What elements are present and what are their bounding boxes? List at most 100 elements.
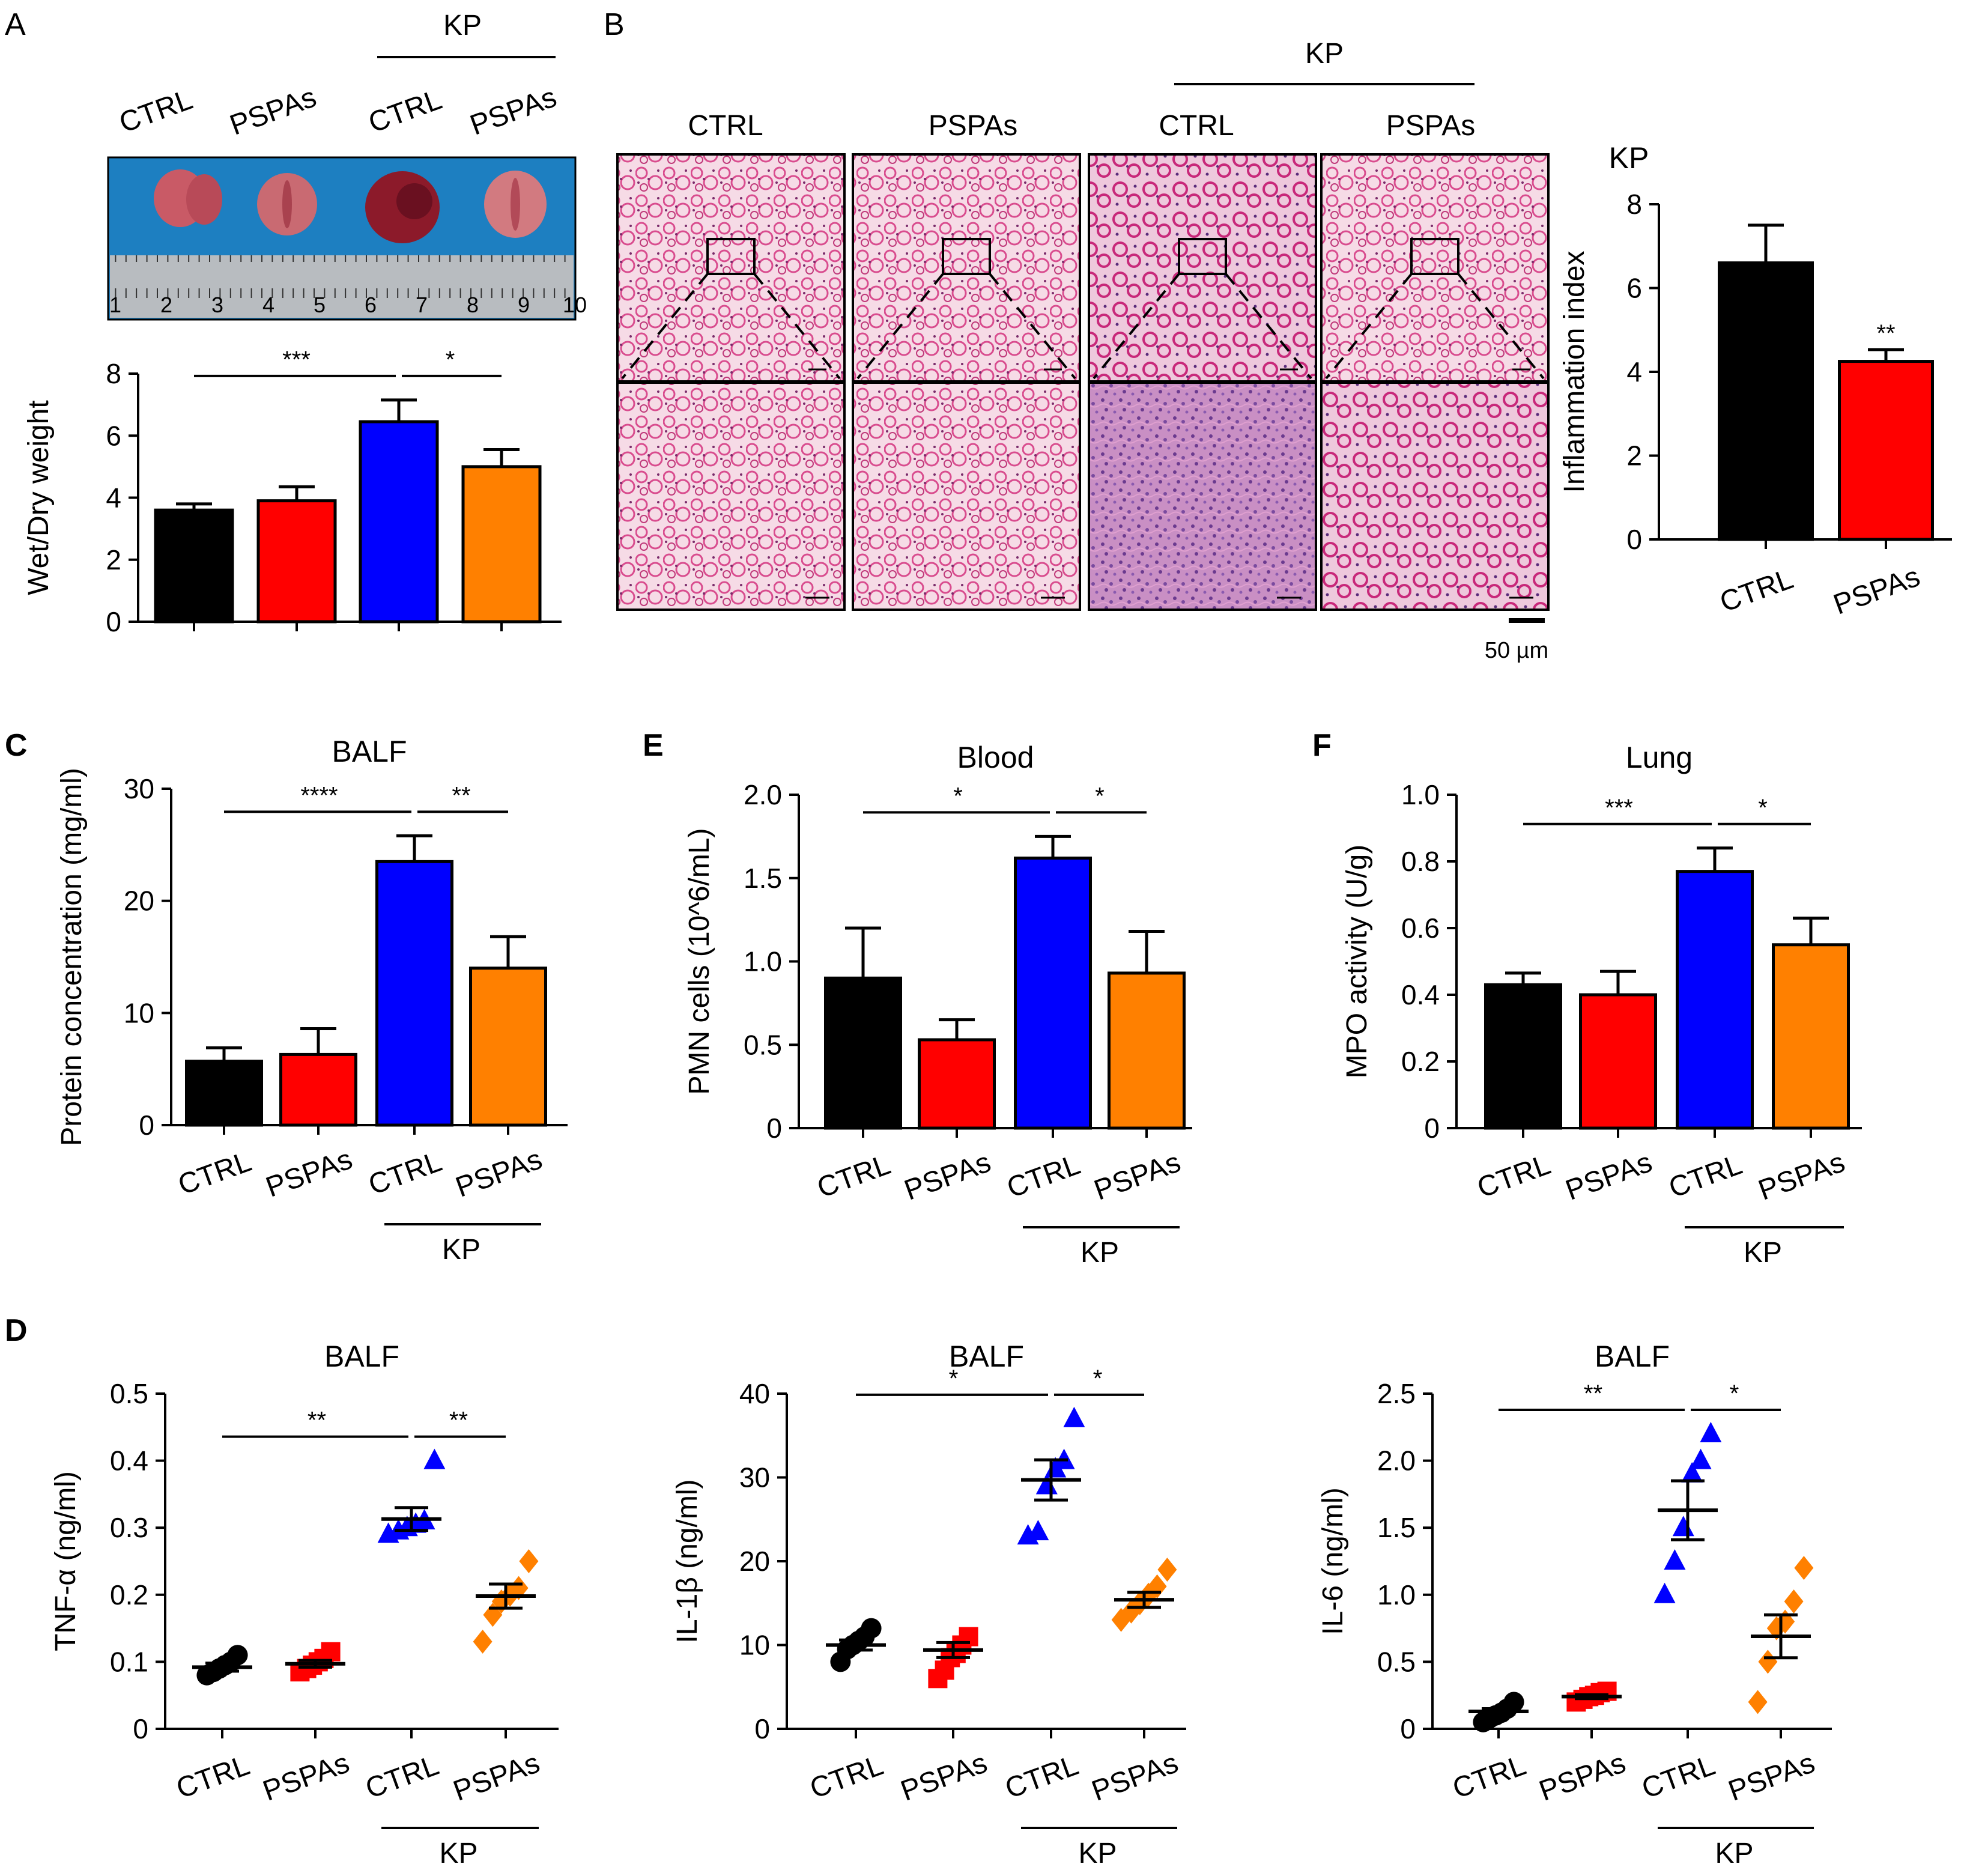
y-tick-label: 2.0 (744, 779, 782, 810)
zoom-box (706, 238, 756, 275)
zoom-line (856, 273, 944, 380)
y-tick-label: 20 (739, 1546, 770, 1577)
kp-group-label: KP (439, 1838, 477, 1869)
x-tick-label: PSPAs (1754, 1146, 1849, 1207)
y-axis-label: IL-6 (ng/ml) (1317, 1487, 1349, 1635)
y-tick-label: 8 (106, 358, 121, 389)
significance-label: **** (300, 782, 338, 809)
data-point (1664, 1549, 1686, 1570)
significance-label: * (446, 347, 455, 373)
significance-label: ** (1584, 1380, 1602, 1407)
data-point (321, 1642, 341, 1662)
zoom-box (1410, 238, 1459, 275)
bar (918, 1038, 996, 1130)
y-tick-label: 1.5 (744, 863, 782, 894)
bar (1676, 870, 1754, 1130)
histology-col-label: PSPAs (929, 110, 1018, 142)
bar (824, 976, 902, 1130)
x-tick-label: CTRL (1473, 1149, 1555, 1204)
x-tick-label: PSPAs (1088, 1747, 1183, 1808)
x-tick-label: CTRL (806, 1749, 888, 1805)
panel-a-photo: KP CTRL PSPAs CTRL PSPAs 1 2 3 4 5 6 7 8 9 10 (107, 10, 587, 321)
x-tick-label: CTRL (1716, 563, 1798, 619)
x-tick-label: PSPAs (1535, 1747, 1630, 1808)
panel-label-d: D (5, 1313, 28, 1348)
y-tick-label: 0 (754, 1713, 770, 1744)
ruler-number: 1 (109, 293, 121, 317)
data-point (1063, 1406, 1085, 1427)
x-tick-label: CTRL (1003, 1149, 1085, 1204)
y-tick-label: 0.2 (110, 1579, 148, 1610)
histology-col-label: CTRL (1159, 110, 1234, 142)
histology-col-label: PSPAs (1386, 110, 1476, 142)
histology-low-mag (1088, 153, 1317, 383)
bar (256, 499, 337, 624)
significance-label: * (1730, 1380, 1739, 1407)
kp-group-label-b: KP (1305, 38, 1344, 70)
data-point (1794, 1556, 1814, 1580)
y-axis-label: IL-1β (ng/ml) (671, 1480, 703, 1644)
x-tick-label: PSPAs (897, 1747, 992, 1808)
data-point (1700, 1421, 1722, 1442)
y-tick-label: 20 (124, 885, 154, 917)
x-tick-label: PSPAs (1829, 560, 1924, 621)
bar (1838, 360, 1934, 541)
panel-label-c: C (5, 728, 28, 763)
x-tick-label: PSPAs (1724, 1747, 1819, 1808)
y-tick-label: 4 (106, 482, 121, 514)
y-tick-label: 2 (1626, 440, 1642, 472)
bar (1484, 983, 1562, 1130)
bar (461, 465, 542, 624)
significance-label: * (1095, 783, 1105, 809)
data-point (1157, 1557, 1177, 1582)
lung-pspas (257, 173, 317, 235)
bar (359, 420, 439, 624)
kp-group-label: KP (1080, 1237, 1119, 1269)
histology-high-mag (1088, 381, 1317, 611)
bar (1014, 856, 1092, 1130)
x-tick-label: CTRL (1638, 1749, 1720, 1805)
chart-pmn-cells: 0 0.5 1.0 1.5 2.0 PMN cells (10^6/mL) Blood * * C… (683, 741, 1192, 1269)
y-tick-label: 8 (1626, 189, 1642, 220)
y-tick-label: 0.8 (1401, 846, 1440, 877)
data-point (227, 1645, 248, 1666)
x-tick-label: PSPAs (262, 1143, 357, 1204)
y-tick-label: 0.4 (1401, 979, 1440, 1010)
bar (375, 860, 453, 1127)
y-tick-label: 0.3 (110, 1512, 148, 1543)
y-tick-label: 0 (1424, 1113, 1440, 1144)
zoom-line (621, 273, 709, 380)
histology-grid (616, 153, 1550, 611)
data-point (1690, 1448, 1712, 1469)
bar (185, 1060, 263, 1127)
x-tick-label: PSPAs (449, 1747, 544, 1808)
y-tick-label: 10 (739, 1630, 770, 1661)
data-point (1748, 1690, 1768, 1714)
data-point (1027, 1520, 1049, 1541)
kp-group-label: KP (443, 10, 482, 41)
y-tick-label: 0 (1626, 524, 1642, 555)
y-axis-label: Inflammation index (1559, 251, 1590, 493)
x-tick-label: PSPAs (1562, 1146, 1656, 1207)
data-point (1784, 1589, 1804, 1613)
data-point (509, 1576, 529, 1600)
chart-title: BALF (1595, 1340, 1670, 1373)
bar (1772, 943, 1850, 1130)
y-tick-label: 0 (139, 1110, 154, 1141)
y-tick-label: 1.0 (1401, 779, 1440, 810)
y-tick-label: 30 (124, 773, 154, 804)
panel-label-f: F (1312, 728, 1332, 763)
panel-label-e: E (643, 728, 664, 763)
data-point (1758, 1650, 1778, 1674)
y-tick-label: 0 (1400, 1713, 1416, 1744)
bar (1108, 971, 1186, 1130)
y-tick-label: 4 (1626, 356, 1642, 387)
y-axis-label: MPO activity (U/g) (1341, 845, 1373, 1078)
x-tick-label: CTRL (1449, 1749, 1530, 1805)
lung-kp-pspas (484, 171, 547, 238)
y-tick-label: 0.6 (1401, 912, 1440, 944)
photo-label-kp-pspas: PSPAs (466, 81, 561, 142)
ruler-number: 6 (365, 293, 377, 317)
ruler (110, 255, 574, 318)
panel-b-histology: KP CTRL PSPAs CTRL PSPAs 50 µm (616, 38, 1550, 663)
